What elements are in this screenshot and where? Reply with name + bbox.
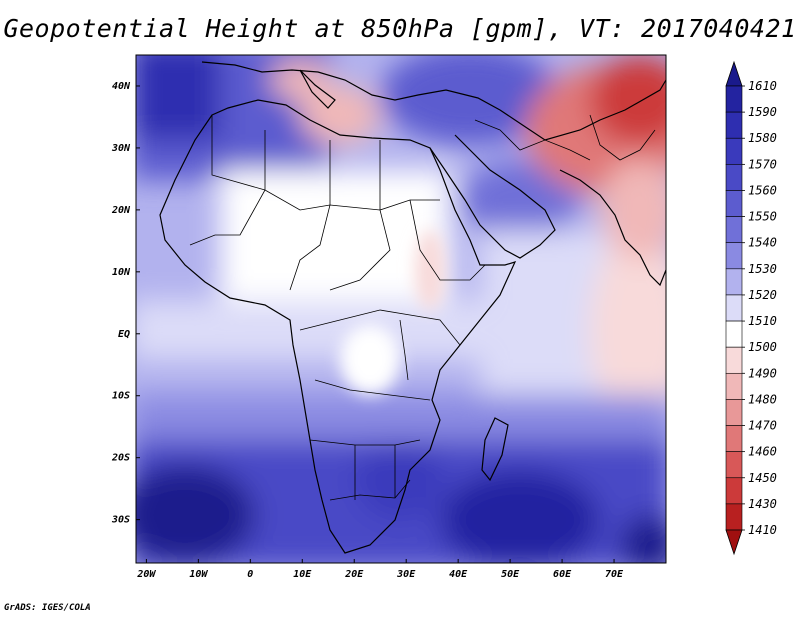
lat-label-40n: 40N (112, 81, 131, 92)
colorbar-swatch (725, 399, 743, 426)
lat-label-10n: 10N (112, 267, 131, 278)
colorbar-swatch (725, 451, 743, 479)
latitude-axis: 40N 30N 20N 10N EQ 10S 20S 30S (111, 81, 140, 526)
italy-coastline (299, 69, 336, 109)
field-southern-africa-blue (355, 440, 445, 520)
colorbar-swatch (725, 164, 743, 191)
field-ethiopia-pink (415, 230, 445, 310)
field-far-se-low (620, 515, 666, 563)
border-middle-east (474, 119, 591, 161)
colorbar-label-1520: 1520 (748, 288, 777, 302)
lon-label-0: 0 (247, 569, 253, 580)
colorbar-label-1470: 1470 (748, 419, 777, 433)
colorbar-label-1430: 1430 (748, 497, 777, 511)
colorbar-swatch (725, 85, 743, 113)
field-sw-low (136, 465, 255, 563)
coastlines (159, 61, 666, 554)
colorbar-swatch (725, 242, 743, 270)
colorbar-label-1500: 1500 (748, 340, 777, 354)
grads-credit: GrADS: IGES/COLA (4, 603, 91, 613)
colorbar-top-arrow (725, 60, 743, 87)
africa-coastline (159, 99, 517, 554)
colorbar-label-1510: 1510 (748, 314, 777, 328)
map-title: Geopotential Height at 850hPa [gpm], VT:… (3, 14, 797, 43)
border-rift-lakes (399, 319, 409, 381)
field-india-light-red (600, 160, 666, 260)
colorbar-swatch (725, 346, 743, 374)
border-south-africa (329, 479, 411, 501)
border-sahara-line (211, 115, 440, 211)
colorbar-label-1490: 1490 (748, 366, 777, 380)
border-algeria-mali (189, 130, 266, 246)
lat-label-30s: 30S (111, 515, 130, 526)
border-namibia-zambia (309, 439, 421, 446)
colorbar-swatch (725, 216, 743, 244)
colorbar-label-1410: 1410 (748, 523, 777, 537)
field-east-pink (590, 230, 666, 430)
colorbar-label-1540: 1540 (748, 236, 777, 250)
border-egypt-sudan-chad (329, 140, 391, 291)
country-borders (189, 114, 656, 501)
colorbar-swatch (725, 294, 743, 322)
colorbar-label-1590: 1590 (748, 105, 777, 119)
field-middle-east-blue (380, 55, 560, 145)
lon-label-70e: 70E (605, 569, 624, 580)
lat-label-30n: 30N (111, 143, 131, 154)
lon-label-60e: 60E (553, 569, 572, 580)
lon-label-50e: 50E (501, 569, 520, 580)
field-nw-deep-blue (136, 55, 220, 140)
lat-label-eq: EQ (118, 329, 130, 340)
madagascar-coastline (481, 417, 509, 482)
northern-coastline (201, 61, 666, 141)
lat-label-20s: 20S (111, 453, 130, 464)
colorbar-swatch (725, 503, 743, 531)
lon-label-20w: 20W (136, 569, 156, 580)
lat-label-20n: 20N (111, 205, 131, 216)
colorbar-swatch (725, 111, 743, 139)
colorbar-swatch (725, 372, 743, 400)
field-italy-red (270, 60, 330, 100)
lon-label-20e: 20E (344, 569, 364, 580)
lat-label-10s: 10S (112, 391, 130, 402)
colorbar-label-1570: 1570 (748, 157, 777, 171)
field-se-low (440, 470, 600, 563)
arabian-peninsula-coastline (429, 134, 556, 259)
south-asia-coastline (559, 169, 666, 287)
colorbar-label-1530: 1530 (748, 262, 777, 276)
colorbar-bottom-arrow (725, 529, 743, 556)
plot-frame (135, 54, 667, 564)
field-asia-dark-red (590, 55, 666, 145)
colorbar-label-1460: 1460 (748, 445, 777, 459)
longitude-axis: 20W 10W 0 10E 20E 30E 40E 50E 60E 70E (136, 559, 624, 580)
border-angola-tanzania (314, 379, 431, 401)
colorbar-swatch (725, 268, 743, 296)
colorbar-swatch (725, 477, 743, 505)
lon-label-10e: 10E (293, 569, 312, 580)
colorbar-label-1610: 1610 (748, 79, 777, 93)
colorbar-label-1480: 1480 (748, 392, 777, 406)
colorbar-swatch (725, 320, 743, 348)
border-south-asia (589, 114, 656, 161)
lon-label-40e: 40E (449, 569, 468, 580)
colorbar-swatch (725, 137, 743, 165)
colorbar-swatch (725, 425, 743, 452)
border-sudan-ethiopia (409, 199, 486, 281)
lon-label-10w: 10W (189, 569, 208, 580)
colorbar-label-1450: 1450 (748, 471, 777, 485)
border-central-africa (299, 309, 461, 346)
field-congo-white (340, 325, 400, 395)
colorbar-label-1580: 1580 (748, 131, 777, 145)
colorbar-label-1560: 1560 (748, 183, 777, 197)
border-libya-niger (289, 140, 331, 291)
colorbar-swatch (725, 190, 743, 217)
colorbar: 1610 1590 1580 1570 1560 1550 1540 1530 1520 1510… (725, 60, 777, 556)
colorbar-label-1550: 1550 (748, 210, 777, 224)
geopotential-field (136, 55, 666, 563)
lon-label-30e: 30E (396, 569, 416, 580)
